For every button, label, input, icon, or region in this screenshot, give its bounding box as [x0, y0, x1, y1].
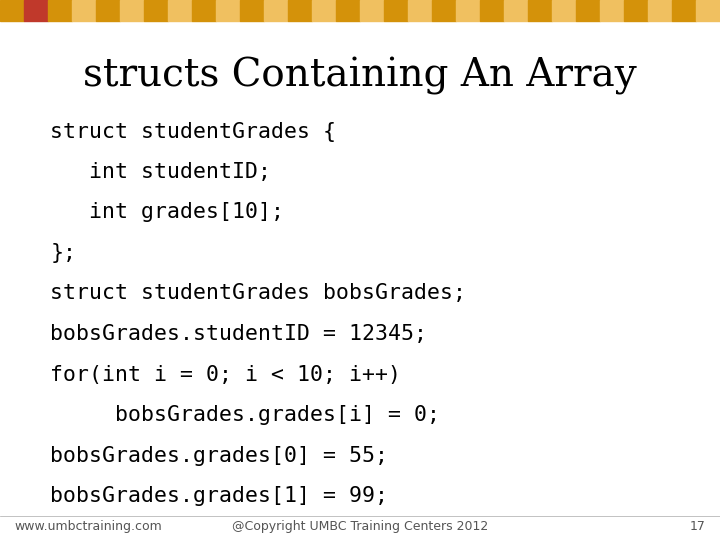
Bar [528, 0, 552, 21]
Text: int studentID;: int studentID; [50, 162, 271, 182]
Text: @Copyright UMBC Training Centers 2012: @Copyright UMBC Training Centers 2012 [232, 520, 488, 533]
Bar [216, 0, 240, 21]
Bar [384, 0, 408, 21]
Bar [144, 0, 168, 21]
Bar [480, 0, 504, 21]
Text: bobsGrades.grades[i] = 0;: bobsGrades.grades[i] = 0; [50, 405, 441, 425]
Bar [648, 0, 672, 21]
Text: 17: 17 [690, 520, 706, 533]
Bar [336, 0, 360, 21]
Bar [432, 0, 456, 21]
Bar [288, 0, 312, 21]
Bar [0, 0, 24, 21]
Bar [240, 0, 264, 21]
Bar [672, 0, 696, 21]
Text: www.umbctraining.com: www.umbctraining.com [14, 520, 162, 533]
Bar [312, 0, 336, 21]
Bar [264, 0, 288, 21]
Bar [624, 0, 648, 21]
Bar [504, 0, 528, 21]
Text: for(int i = 0; i < 10; i++): for(int i = 0; i < 10; i++) [50, 364, 402, 384]
Text: };: }; [50, 243, 76, 263]
Bar [600, 0, 624, 21]
Bar [696, 0, 720, 21]
Text: bobsGrades.studentID = 12345;: bobsGrades.studentID = 12345; [50, 324, 428, 344]
Text: struct studentGrades bobsGrades;: struct studentGrades bobsGrades; [50, 284, 467, 303]
Bar [72, 0, 96, 21]
Text: int grades[10];: int grades[10]; [50, 202, 284, 222]
Bar [360, 0, 384, 21]
Bar [120, 0, 144, 21]
Bar [96, 0, 120, 21]
Text: bobsGrades.grades[1] = 99;: bobsGrades.grades[1] = 99; [50, 486, 388, 506]
Bar [168, 0, 192, 21]
Bar [48, 0, 72, 21]
Text: structs Containing An Array: structs Containing An Array [83, 57, 637, 94]
Text: struct studentGrades {: struct studentGrades { [50, 122, 336, 141]
Bar [192, 0, 216, 21]
Text: bobsGrades.grades[0] = 55;: bobsGrades.grades[0] = 55; [50, 446, 388, 465]
Bar [408, 0, 432, 21]
Bar [552, 0, 576, 21]
Bar [24, 0, 48, 21]
Bar [456, 0, 480, 21]
Bar [576, 0, 600, 21]
